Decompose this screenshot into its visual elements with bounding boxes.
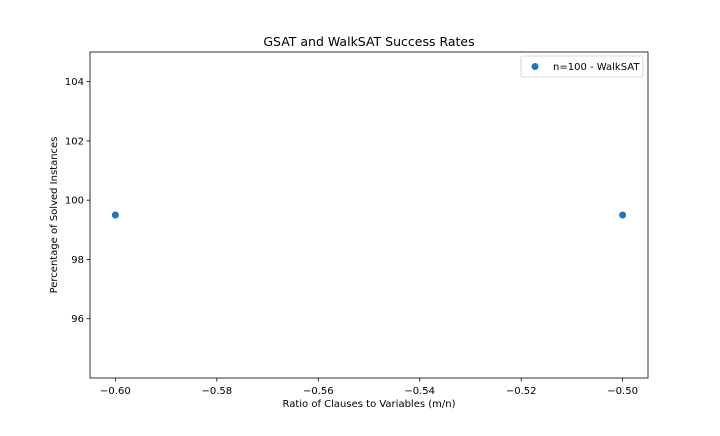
x-tick-label: −0.54 xyxy=(404,386,435,397)
chart-title: GSAT and WalkSAT Success Rates xyxy=(263,34,474,49)
x-tick-label: −0.60 xyxy=(100,386,131,397)
x-tick-label: −0.58 xyxy=(201,386,232,397)
plot-area: −0.60 −0.58 −0.56 −0.54 −0.52 −0.50 96 98 100 102… xyxy=(65,77,638,397)
legend-marker xyxy=(531,63,539,70)
y-tick-label: 98 xyxy=(71,255,84,266)
legend: n=100 - WalkSAT xyxy=(520,55,644,78)
x-axis-label: Ratio of Clauses to Variables (m/n) xyxy=(283,399,456,410)
axes-frame xyxy=(89,51,649,379)
legend-label: n=100 - WalkSAT xyxy=(553,62,640,73)
legend-box xyxy=(520,55,644,78)
y-axis-label: Percentage of Solved Instances xyxy=(49,137,60,294)
y-tick-label: 100 xyxy=(65,196,84,207)
data-point xyxy=(619,211,627,219)
x-tick-label: −0.56 xyxy=(303,386,334,397)
data-point xyxy=(111,211,119,219)
y-tick-label: 104 xyxy=(65,77,84,88)
y-tick-label: 96 xyxy=(71,314,84,325)
x-tick-label: −0.52 xyxy=(506,386,537,397)
y-tick-label: 102 xyxy=(65,136,84,147)
x-tick-label: −0.50 xyxy=(607,386,638,397)
